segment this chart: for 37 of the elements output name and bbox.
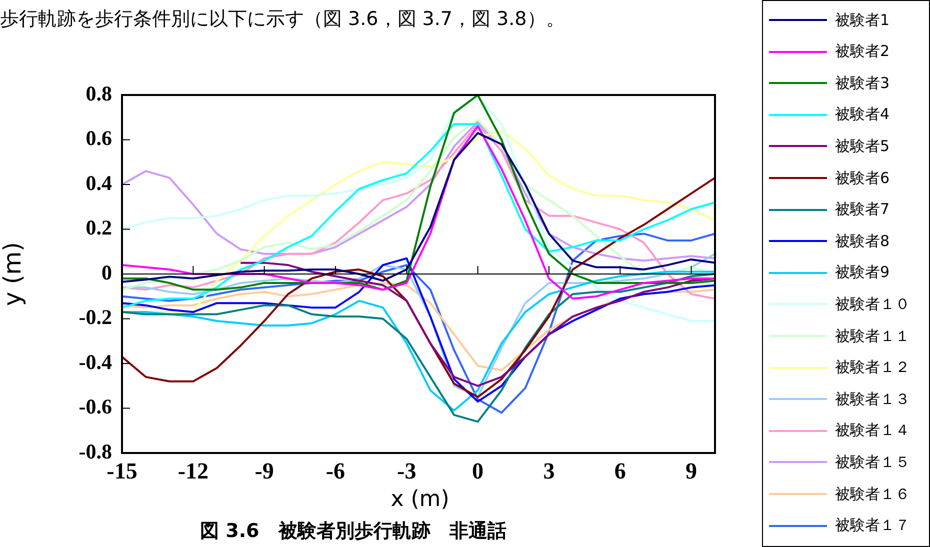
- legend-label: 被験者１５: [835, 452, 910, 472]
- legend-label: 被験者１０: [835, 294, 910, 314]
- text: 歩行軌跡を歩行条件別に以下に示す（図 3.6，図 3.7，図 3.8）。: [0, 7, 565, 32]
- x-tick-label: 3: [543, 458, 555, 484]
- x-tick-label: -6: [326, 458, 346, 484]
- x-axis-title: x (m): [390, 487, 450, 512]
- y-tick-label: 0: [102, 260, 112, 284]
- legend-label: 被験者5: [835, 136, 890, 156]
- y-tick-label: 0.4: [86, 170, 112, 195]
- legend-label: 被験者１２: [835, 358, 910, 378]
- x-tick-label: -3: [397, 458, 416, 484]
- legend-label: 被験者１１: [835, 326, 910, 346]
- legend-label: 被験者１３: [835, 390, 910, 409]
- y-tick-label: -0.2: [78, 305, 112, 330]
- y-tick-label: -0.4: [78, 350, 112, 374]
- y-tick-label: 0.2: [86, 216, 112, 240]
- x-tick-label: -12: [178, 458, 208, 484]
- y-tick-label: 0.8: [86, 81, 112, 106]
- legend-label: 被験者3: [835, 74, 890, 93]
- legend-label: 被験者4: [835, 105, 890, 124]
- legend-label: 被験者6: [835, 168, 890, 188]
- y-tick-label: 0.6: [86, 126, 112, 150]
- caption: 図 3.6 被験者別歩行軌跡 非通話: [200, 519, 506, 544]
- y-axis-title: y (m): [0, 242, 27, 306]
- x-tick-label: -9: [254, 458, 274, 484]
- legend-label: 被験者9: [835, 263, 890, 282]
- y-tick-label: -0.6: [78, 394, 112, 419]
- legend-label: 被験者１７: [835, 516, 910, 536]
- x-tick-label: 9: [686, 458, 698, 484]
- legend-label: 被験者2: [835, 42, 890, 62]
- x-tick-label: 6: [614, 458, 626, 484]
- legend-label: 被験者1: [835, 10, 890, 30]
- x-tick-label: 0: [472, 458, 484, 484]
- legend-label: 被験者１４: [835, 421, 910, 440]
- legend-label: 被験者１６: [835, 484, 910, 504]
- legend-label: 被験者7: [835, 200, 890, 220]
- legend-label: 被験者8: [835, 232, 890, 251]
